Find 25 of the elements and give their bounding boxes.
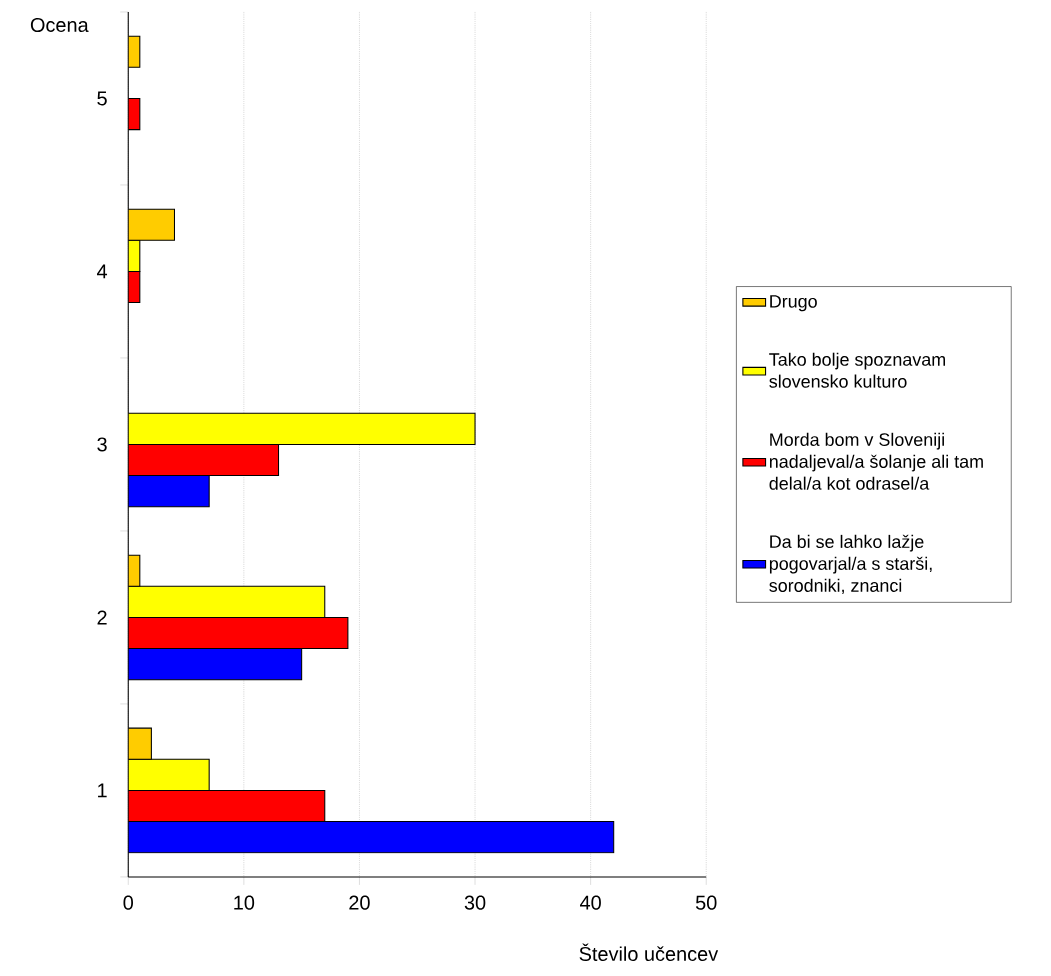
bar	[128, 585, 326, 619]
bar	[128, 617, 349, 650]
legend-label: Da bi se lahko lažje pogovarjal/a s starši, sorodniki, znanci	[769, 535, 932, 595]
legend-label: Morda bom v Sloveniji nadaljeval/a šolanje ali tam delal/a kot odrasel/a	[769, 433, 983, 491]
bar	[128, 444, 280, 477]
x-axis-title: Število učencev	[579, 943, 719, 962]
y-tick-label: 1	[98, 783, 107, 798]
x-tick-label: 0	[123, 895, 134, 910]
bar	[128, 208, 176, 242]
bar	[128, 413, 476, 446]
y-axis-title: Ocena	[30, 18, 89, 33]
x-tick-label: 40	[580, 895, 601, 910]
y-tick-label: 2	[97, 610, 107, 625]
legend-label: Tako bolje spoznavam slovensko kulturo	[769, 352, 946, 389]
bar	[128, 790, 326, 823]
bar	[128, 727, 152, 761]
y-tick-label: 4	[96, 264, 108, 279]
x-tick-label: 10	[234, 895, 255, 910]
legend-label: Drugo	[770, 295, 817, 312]
bar	[128, 758, 210, 792]
y-tick-label: 5	[97, 91, 107, 106]
x-tick-label: 20	[349, 895, 370, 910]
x-tick-label: 30	[464, 895, 486, 910]
x-tick-label: 50	[695, 895, 717, 910]
y-tick-label: 3	[97, 437, 107, 452]
